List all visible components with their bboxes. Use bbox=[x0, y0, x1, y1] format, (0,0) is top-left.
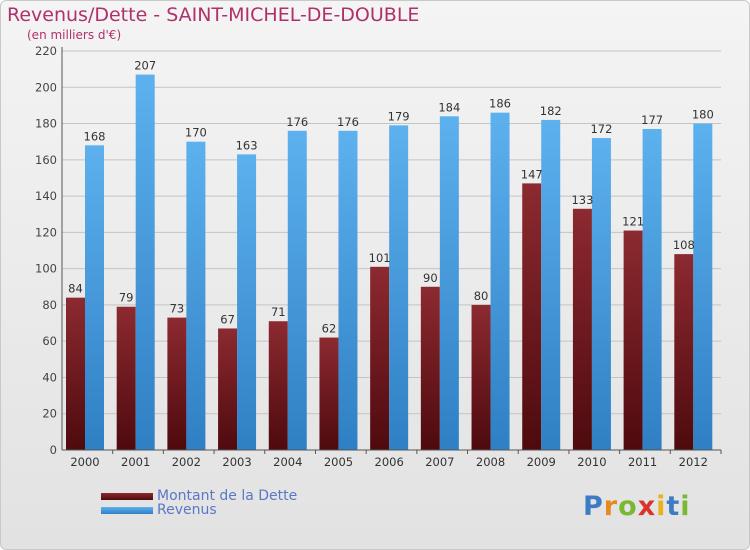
bar-revenus-2009 bbox=[541, 119, 561, 450]
y-tick-label: 200 bbox=[35, 80, 57, 94]
bar-revenus-2008 bbox=[490, 112, 510, 450]
bar-revenus-2002 bbox=[186, 141, 206, 450]
x-tick-label-2007: 2007 bbox=[425, 455, 454, 469]
data-label-revenus-2005: 176 bbox=[337, 115, 359, 129]
chart-title: Revenus/Dette - SAINT-MICHEL-DE-DOUBLE bbox=[7, 4, 420, 26]
y-tick-label: 0 bbox=[50, 443, 57, 457]
bars bbox=[66, 74, 713, 451]
y-tick-label: 60 bbox=[42, 334, 57, 348]
legend-item-revenus: Revenus bbox=[101, 502, 217, 518]
data-label-revenus-2010: 172 bbox=[590, 122, 612, 136]
data-label-revenus-2012: 180 bbox=[692, 108, 714, 122]
data-label-revenus-2001: 207 bbox=[134, 59, 156, 73]
bar-revenus-2011 bbox=[642, 128, 662, 450]
y-tick-label: 20 bbox=[42, 407, 57, 421]
bar-revenus-2012 bbox=[693, 123, 713, 450]
x-tick-label-2006: 2006 bbox=[375, 455, 404, 469]
y-tick-label: 100 bbox=[35, 262, 57, 276]
bar-dette-2004 bbox=[268, 321, 288, 450]
axes: 0 20 40 60 80 100 120 140 160 180 200 220 2000 2001 20… bbox=[35, 44, 722, 469]
x-tick-label-2012: 2012 bbox=[679, 455, 708, 469]
x-tick-label-2009: 2009 bbox=[527, 455, 556, 469]
logo-letter: o bbox=[618, 491, 638, 522]
x-tick-label-2000: 2000 bbox=[70, 455, 99, 469]
y-tick-label: 80 bbox=[42, 298, 57, 312]
y-tick-label: 140 bbox=[35, 189, 57, 203]
y-tick-label: 220 bbox=[35, 44, 57, 58]
proxiti-logo: Proxiti bbox=[583, 491, 691, 522]
bar-dette-2003 bbox=[218, 328, 238, 450]
data-label-revenus-2003: 163 bbox=[236, 138, 258, 152]
data-label-revenus-2007: 184 bbox=[438, 100, 460, 114]
bar-dette-2006 bbox=[370, 266, 390, 450]
data-label-dette-2011: 121 bbox=[622, 215, 644, 229]
y-tick-label: 180 bbox=[35, 117, 57, 131]
bar-dette-2011 bbox=[623, 230, 643, 450]
x-tick-label-2011: 2011 bbox=[628, 455, 657, 469]
data-label-revenus-2008: 186 bbox=[489, 97, 511, 111]
data-label-dette-2010: 133 bbox=[571, 193, 593, 207]
x-tick-label-2003: 2003 bbox=[222, 455, 251, 469]
data-label-dette-2009: 147 bbox=[521, 167, 543, 181]
data-label-revenus-2002: 170 bbox=[185, 126, 207, 140]
legend-label-dette: Montant de la Dette bbox=[157, 488, 298, 504]
data-label-dette-2004: 71 bbox=[271, 305, 286, 319]
bar-revenus-2006 bbox=[389, 125, 409, 450]
bar-revenus-2004 bbox=[287, 130, 307, 451]
bar-revenus-2001 bbox=[135, 74, 155, 450]
data-label-dette-2000: 84 bbox=[68, 282, 83, 296]
data-label-dette-2002: 73 bbox=[170, 302, 185, 316]
bar-revenus-2007 bbox=[439, 116, 459, 451]
data-label-dette-2003: 67 bbox=[220, 312, 235, 326]
bar-dette-2002 bbox=[167, 317, 187, 450]
logo-letter: P bbox=[583, 491, 604, 522]
data-label-revenus-2011: 177 bbox=[641, 113, 663, 127]
legend-swatch-dette bbox=[101, 492, 153, 500]
bar-dette-2007 bbox=[420, 286, 440, 450]
bar-dette-2000 bbox=[66, 297, 85, 450]
y-tick-label: 120 bbox=[35, 225, 57, 239]
data-label-dette-2007: 90 bbox=[423, 271, 438, 285]
bar-dette-2010 bbox=[572, 208, 592, 450]
x-tick-label-2010: 2010 bbox=[577, 455, 606, 469]
x-tick-label-2008: 2008 bbox=[476, 455, 505, 469]
data-label-revenus-2009: 182 bbox=[540, 104, 562, 118]
legend-swatch-revenus bbox=[101, 506, 153, 514]
x-tick-label-2001: 2001 bbox=[121, 455, 150, 469]
data-label-dette-2005: 62 bbox=[322, 322, 337, 336]
data-label-revenus-2004: 176 bbox=[286, 115, 308, 129]
logo-letter: i bbox=[680, 491, 691, 522]
bar-dette-2008 bbox=[471, 304, 491, 450]
y-tick-label: 160 bbox=[35, 153, 57, 167]
bar-dette-2009 bbox=[522, 183, 542, 451]
data-label-revenus-2000: 168 bbox=[84, 129, 106, 143]
bar-dette-2005 bbox=[319, 337, 339, 450]
bar-revenus-2010 bbox=[591, 138, 611, 450]
logo-letter: t bbox=[666, 491, 681, 522]
data-label-dette-2012: 108 bbox=[673, 238, 695, 252]
data-label-dette-2008: 80 bbox=[474, 289, 489, 303]
chart-subtitle: (en milliers d'€) bbox=[27, 28, 122, 42]
x-tick-label-2005: 2005 bbox=[324, 455, 353, 469]
legend-item-dette: Montant de la Dette bbox=[101, 488, 297, 504]
data-label-dette-2006: 101 bbox=[369, 251, 391, 265]
data-label-revenus-2006: 179 bbox=[388, 109, 410, 123]
data-labels: 84 168 79 207 73 170 67 163 71 176 62 176 101 179 90 18… bbox=[68, 59, 714, 336]
y-tick-label: 40 bbox=[42, 370, 57, 384]
bar-revenus-2005 bbox=[338, 130, 358, 451]
data-label-dette-2001: 79 bbox=[119, 291, 134, 305]
x-tick-label-2004: 2004 bbox=[273, 455, 302, 469]
bar-dette-2001 bbox=[116, 306, 136, 450]
logo-letter: r bbox=[603, 491, 619, 522]
legend-label-revenus: Revenus bbox=[157, 502, 217, 518]
bar-revenus-2000 bbox=[85, 145, 104, 451]
logo-letter: x bbox=[637, 491, 657, 522]
x-tick-label-2002: 2002 bbox=[172, 455, 201, 469]
bar-revenus-2003 bbox=[237, 154, 257, 451]
logo-letter: i bbox=[656, 491, 667, 522]
bar-dette-2012 bbox=[674, 254, 694, 450]
